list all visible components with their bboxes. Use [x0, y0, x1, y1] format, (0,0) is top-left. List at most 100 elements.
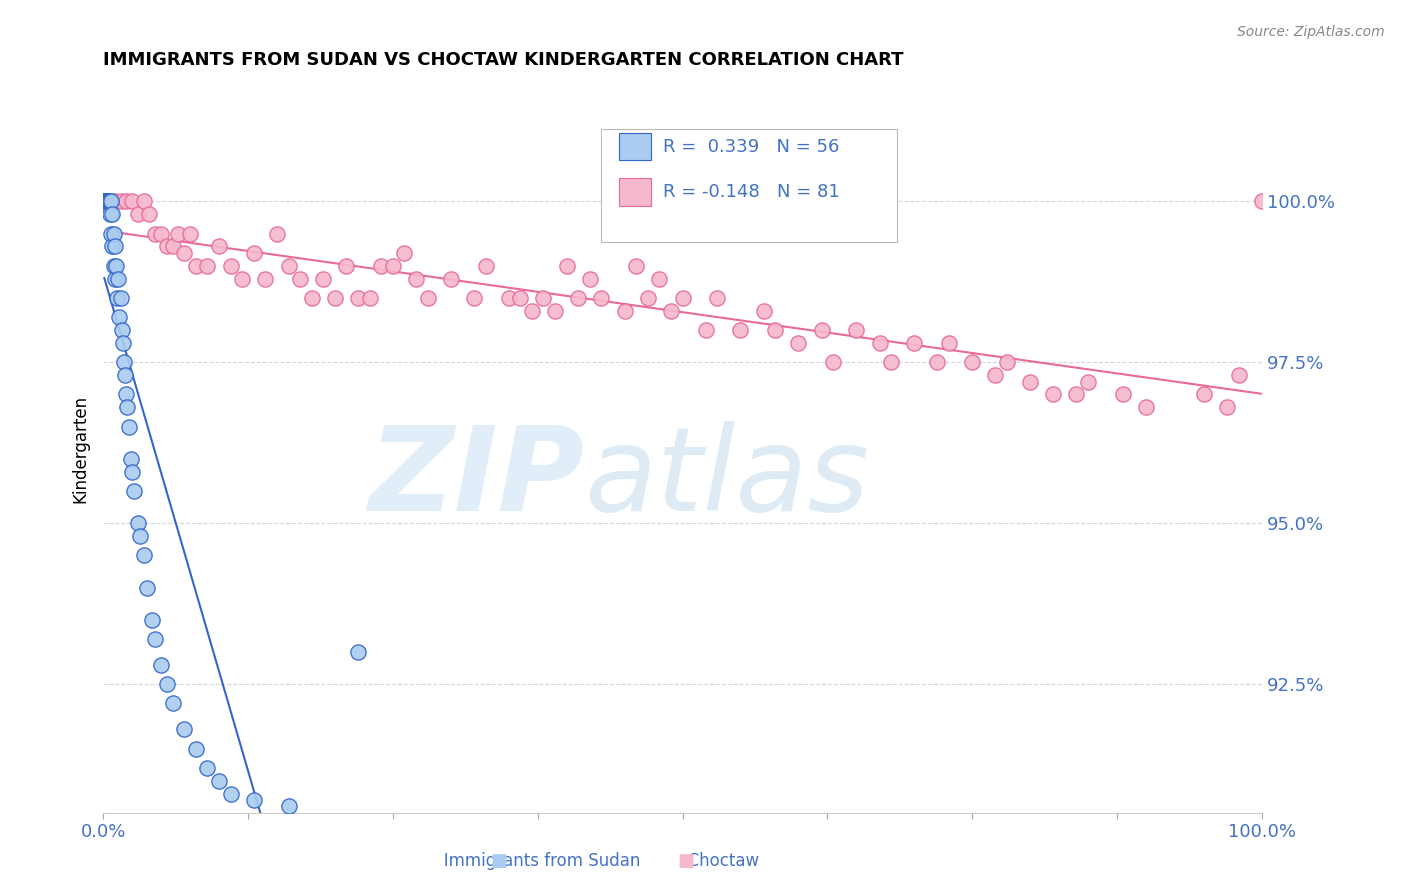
- Point: [141, 613, 163, 627]
- Point: [823, 355, 845, 369]
- Point: [117, 401, 139, 415]
- Point: [108, 310, 131, 325]
- Point: [381, 259, 404, 273]
- Point: [254, 271, 277, 285]
- Text: R = -0.148   N = 81: R = -0.148 N = 81: [662, 183, 839, 201]
- Point: [1227, 368, 1250, 383]
- Point: [96, 194, 118, 209]
- FancyBboxPatch shape: [602, 129, 897, 242]
- Point: [648, 271, 671, 285]
- Point: [112, 355, 135, 369]
- Point: [1216, 401, 1239, 415]
- Point: [115, 194, 138, 209]
- Point: [544, 303, 567, 318]
- Point: [94, 194, 117, 209]
- Point: [97, 194, 120, 209]
- Point: [405, 271, 427, 285]
- Point: [787, 336, 810, 351]
- Point: [1019, 375, 1042, 389]
- Point: [845, 323, 868, 337]
- Point: [567, 291, 589, 305]
- Point: [416, 291, 439, 305]
- Point: [509, 291, 531, 305]
- Point: [730, 323, 752, 337]
- Point: [555, 259, 578, 273]
- Point: [995, 355, 1018, 369]
- Point: [156, 239, 179, 253]
- Point: [301, 291, 323, 305]
- Point: [162, 239, 184, 253]
- Point: [98, 194, 121, 209]
- Point: [104, 271, 127, 285]
- Point: [903, 336, 925, 351]
- Point: [143, 227, 166, 241]
- Text: ■: ■: [491, 852, 508, 870]
- Text: ■: ■: [678, 852, 695, 870]
- Point: [1192, 387, 1215, 401]
- Point: [100, 194, 122, 209]
- Point: [335, 259, 357, 273]
- Point: [127, 516, 149, 531]
- Point: [927, 355, 949, 369]
- Point: [101, 207, 124, 221]
- Point: [94, 194, 117, 209]
- Point: [124, 484, 146, 499]
- Point: [121, 465, 143, 479]
- Point: [1077, 375, 1099, 389]
- Point: [138, 207, 160, 221]
- Point: [277, 259, 299, 273]
- Point: [1135, 401, 1157, 415]
- Point: [1066, 387, 1088, 401]
- Point: [347, 645, 370, 659]
- Text: ZIP: ZIP: [368, 421, 583, 536]
- Point: [312, 271, 335, 285]
- Point: [110, 194, 132, 209]
- Point: [231, 271, 253, 285]
- Point: [219, 259, 242, 273]
- Point: [110, 291, 132, 305]
- Point: [208, 239, 231, 253]
- Point: [184, 259, 207, 273]
- Point: [96, 194, 118, 209]
- Point: [659, 303, 682, 318]
- Point: [143, 632, 166, 646]
- Point: [150, 227, 173, 241]
- Text: Immigrants from Sudan         Choctaw: Immigrants from Sudan Choctaw: [408, 852, 759, 870]
- Point: [132, 194, 155, 209]
- Point: [117, 419, 139, 434]
- Point: [94, 194, 117, 209]
- Point: [880, 355, 903, 369]
- Point: [156, 677, 179, 691]
- Point: [97, 194, 120, 209]
- Point: [111, 323, 134, 337]
- Point: [98, 207, 121, 221]
- Point: [1042, 387, 1064, 401]
- Point: [591, 291, 613, 305]
- Point: [101, 239, 124, 253]
- Point: [93, 194, 115, 209]
- Point: [474, 259, 496, 273]
- Point: [370, 259, 392, 273]
- Text: IMMIGRANTS FROM SUDAN VS CHOCTAW KINDERGARTEN CORRELATION CHART: IMMIGRANTS FROM SUDAN VS CHOCTAW KINDERG…: [103, 51, 904, 69]
- Point: [127, 207, 149, 221]
- Point: [129, 529, 152, 543]
- Point: [96, 194, 118, 209]
- Point: [242, 245, 264, 260]
- Point: [869, 336, 891, 351]
- Point: [103, 227, 125, 241]
- Point: [1112, 387, 1135, 401]
- Point: [208, 773, 231, 788]
- Point: [219, 787, 242, 801]
- Point: [752, 303, 775, 318]
- Point: [167, 227, 190, 241]
- Point: [120, 451, 142, 466]
- Point: [104, 194, 127, 209]
- Point: [121, 194, 143, 209]
- Point: [115, 387, 138, 401]
- Point: [136, 581, 159, 595]
- Point: [637, 291, 659, 305]
- Point: [197, 259, 219, 273]
- Point: [184, 741, 207, 756]
- Point: [463, 291, 485, 305]
- Point: [277, 799, 299, 814]
